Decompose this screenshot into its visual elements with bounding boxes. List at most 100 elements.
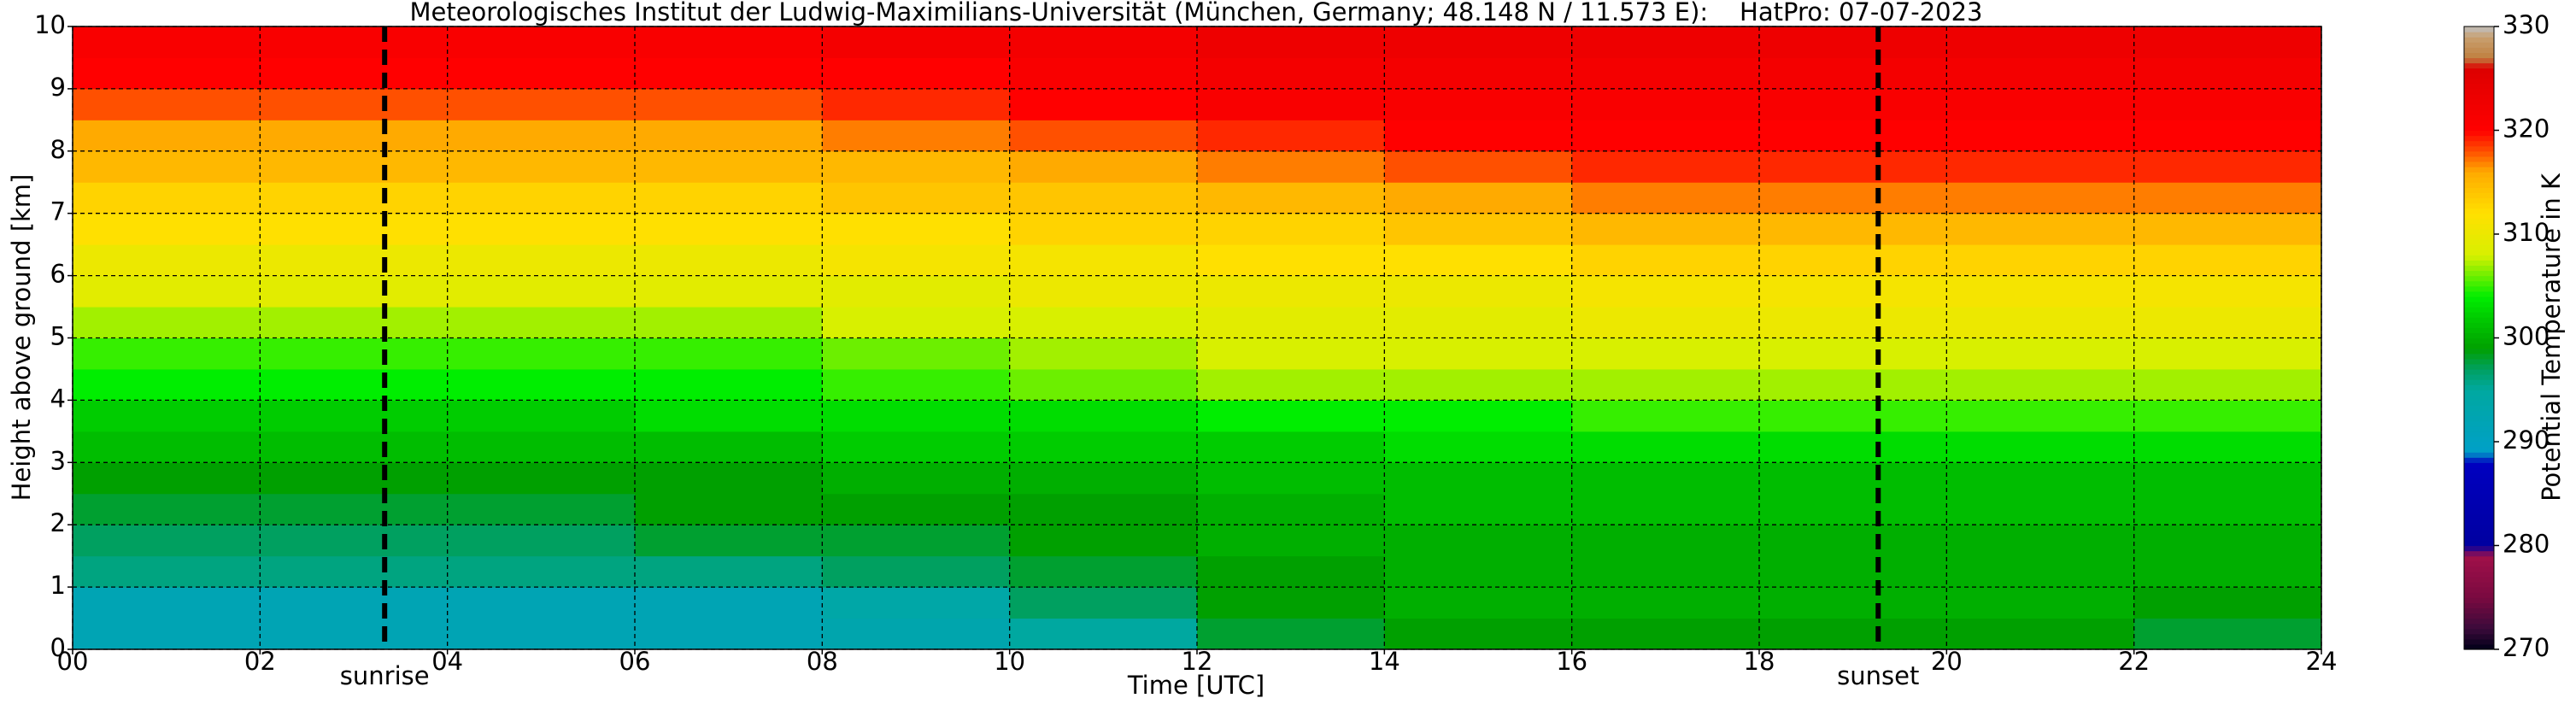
colorbar-segment [2464,99,2494,105]
colorbar-segment [2464,379,2494,385]
colorbar-segment [2464,472,2494,479]
heatmap-cell [447,525,636,557]
heatmap-cell [2133,182,2322,214]
colorbar-segment [2464,566,2494,572]
heatmap-cell [447,182,636,214]
heatmap-cell [1009,400,1198,432]
heatmap-cell [822,182,1011,214]
heatmap-cell [635,618,823,650]
heatmap-cell [1571,120,1760,152]
heatmap-cell [2133,275,2322,308]
colorbar-segment [2464,213,2494,220]
colorbar-segment [2464,208,2494,214]
heatmap-cell [447,618,636,650]
heatmap-cell [822,462,1011,495]
colorbar-segment [2464,150,2494,157]
heatmap-cell [1009,150,1198,183]
heatmap-cell [447,120,636,152]
colorbar-segment [2464,442,2494,448]
colorbar-segment [2464,493,2494,500]
heatmap-cell [1197,150,1385,183]
colorbar-segment [2464,125,2494,132]
y-tick-label: 7 [50,197,66,226]
heatmap-cell [1384,431,1573,463]
heatmap-cell [635,57,823,90]
colorbar-segment [2464,285,2494,292]
colorbar-segment [2464,498,2494,505]
colorbar-segment [2464,400,2494,407]
colorbar-segment [2464,244,2494,250]
heatmap-cell [1759,587,1947,619]
heatmap-cell [1571,88,1760,120]
heatmap-cell [1197,618,1385,650]
colorbar-segment [2464,405,2494,412]
plot-frame [72,26,2322,650]
heatmap-cell [635,150,823,183]
colorbar-segment [2464,633,2494,640]
colorbar-segment [2464,296,2494,302]
heatmap-cell [1946,525,2135,557]
heatmap-cell [635,493,823,525]
colorbar-tick-label: 280 [2503,530,2550,559]
colorbar-segment [2464,638,2494,645]
heatmap-cell [1384,120,1573,152]
colorbar-segment [2464,167,2494,173]
heatmap-cell [73,525,261,557]
colorbar-segment [2464,415,2494,422]
colorbar-tick-label: 290 [2503,425,2550,455]
colorbar-segment [2464,425,2494,432]
colorbar-tick-label: 270 [2503,633,2550,662]
heatmap-cell [447,337,636,370]
colorbar-tick-label: 320 [2503,114,2550,144]
heatmap-cell [1197,493,1385,525]
heatmap-cell [1384,618,1573,650]
heatmap-cell [1946,431,2135,463]
colorbar-segment [2464,452,2494,458]
heatmap-cell [1759,337,1947,370]
colorbar-tick-label: 310 [2503,218,2550,247]
colorbar-segment [2464,62,2494,69]
colorbar-segment [2464,571,2494,578]
colorbar-tick-label: 300 [2503,322,2550,351]
heatmap-cell [2133,88,2322,120]
heatmap-cell [447,400,636,432]
heatmap-cell [1571,337,1760,370]
heatmap-cell [1197,88,1385,120]
colorbar-segment [2464,155,2494,162]
colorbar-segment [2464,431,2494,437]
heatmap-cell [1384,493,1573,525]
heatmap-cell [447,555,636,588]
heatmap-cell [1197,120,1385,152]
heatmap-cell [635,275,823,308]
y-tick-label: 2 [50,508,66,537]
colorbar-segment [2464,478,2494,484]
heatmap-cell [1197,462,1385,495]
colorbar-segment [2464,343,2494,349]
heatmap-cell [2133,26,2322,58]
colorbar-segment [2464,525,2494,531]
heatmap-cell [1197,555,1385,588]
heatmap-cell [447,26,636,58]
colorbar-segment [2464,587,2494,593]
heatmap-cell [822,244,1011,277]
colorbar-segment [2464,592,2494,598]
heatmap-cell [73,337,261,370]
colorbar-segment [2464,270,2494,277]
heatmap-cell [1759,307,1947,338]
colorbar-segment [2464,447,2494,453]
heatmap-cell [260,26,449,58]
heatmap-cell [73,431,261,463]
colorbar-segment [2464,120,2494,126]
colorbar-segment [2464,140,2494,147]
colorbar-segment [2464,275,2494,282]
colorbar-segment [2464,613,2494,619]
heatmap-cell [1759,618,1947,650]
colorbar-segment [2464,535,2494,542]
heatmap-cell [635,431,823,463]
colorbar-segment [2464,260,2494,267]
heatmap-cell [635,368,823,401]
heatmap-cell [1384,57,1573,90]
heatmap-cell [1197,525,1385,557]
heatmap-cell [260,337,449,370]
heatmap-cell [1571,57,1760,90]
